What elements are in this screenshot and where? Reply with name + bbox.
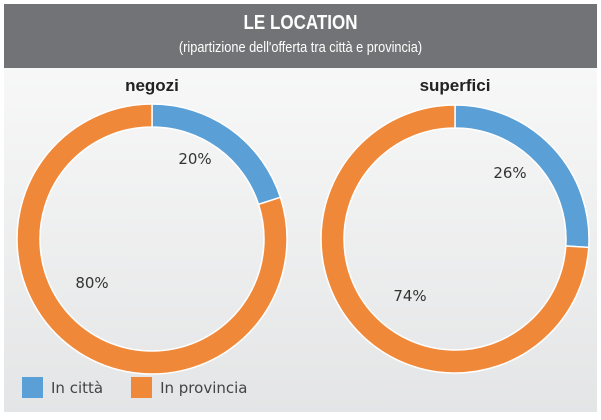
legend: In città In provincia [22,377,275,398]
legend-item-provincia: In provincia [131,377,247,398]
legend-label: In provincia [160,378,248,397]
chart-title: LE LOCATION [243,12,358,34]
data-label: 74% [393,287,426,305]
donut-title: superfici [420,76,491,95]
data-label: 20% [178,150,211,168]
donut-slice-provincia [320,104,590,374]
donut-slice-provincia [16,103,288,375]
legend-swatch [22,377,43,398]
donut-title: negozi [125,76,179,95]
legend-swatch [131,377,153,398]
legend-item-citta: In città [22,377,103,398]
legend-label: In città [51,378,104,397]
data-label: 26% [493,164,526,182]
donut-slice-citta [151,103,282,206]
header-bar: LE LOCATION (ripartizione dell'offerta t… [4,4,597,68]
chart-subtitle: (ripartizione dell'offerta tra città e p… [178,39,423,56]
data-label: 80% [75,274,108,292]
